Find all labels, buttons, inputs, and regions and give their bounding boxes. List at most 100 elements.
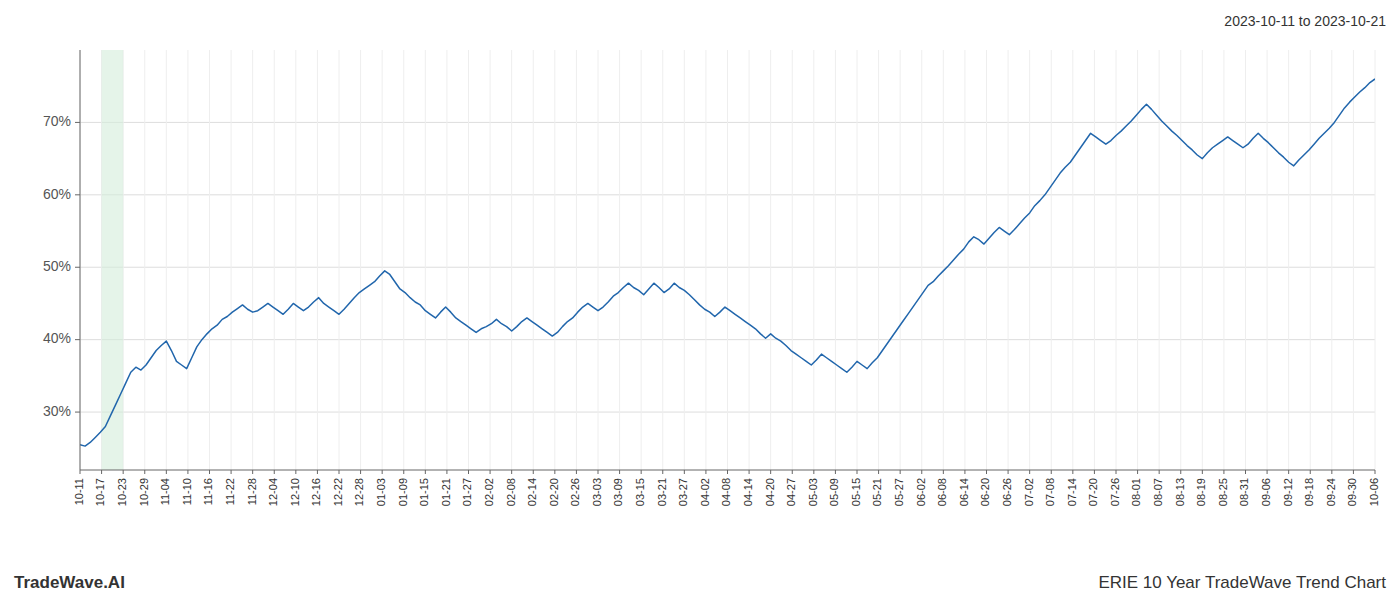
- x-tick: [274, 470, 275, 474]
- x-grid-line: [598, 50, 599, 470]
- x-tick-label: 11-10: [181, 478, 193, 505]
- x-tick-label: 03-21: [656, 478, 668, 506]
- x-tick-label: 09-30: [1346, 478, 1358, 506]
- x-grid-line: [1375, 50, 1376, 470]
- x-tick: [641, 470, 642, 474]
- x-tick-label: 06-08: [936, 478, 948, 506]
- x-tick: [1223, 470, 1224, 474]
- x-grid-line: [1094, 50, 1095, 470]
- x-tick-label: 04-02: [699, 478, 711, 506]
- chart: 30%40%50%60%70%10-1110-1710-2310-2911-04…: [0, 0, 1400, 600]
- y-tick: [75, 267, 80, 268]
- x-tick: [705, 470, 706, 474]
- x-tick-label: 06-14: [958, 478, 970, 506]
- x-tick: [1288, 470, 1289, 474]
- x-tick: [403, 470, 404, 474]
- x-grid-line: [1223, 50, 1224, 470]
- x-grid-line: [339, 50, 340, 470]
- x-tick: [770, 470, 771, 474]
- x-grid-line: [1180, 50, 1181, 470]
- plot-area: [80, 50, 1375, 470]
- x-grid-line: [1310, 50, 1311, 470]
- x-tick: [209, 470, 210, 474]
- x-grid-line: [986, 50, 987, 470]
- x-tick-label: 12-28: [353, 478, 365, 506]
- x-tick-label: 05-27: [893, 478, 905, 506]
- x-grid-line: [1353, 50, 1354, 470]
- y-tick-label: 70%: [43, 113, 71, 129]
- y-tick-label: 30%: [43, 403, 71, 419]
- x-tick-label: 12-10: [289, 478, 301, 506]
- y-tick: [75, 412, 80, 413]
- x-tick: [1094, 470, 1095, 474]
- title: ERIE 10 Year TradeWave Trend Chart: [1098, 573, 1386, 592]
- x-tick: [964, 470, 965, 474]
- x-tick: [1353, 470, 1354, 474]
- x-tick-label: 08-19: [1195, 478, 1207, 506]
- x-tick-label: 09-18: [1303, 478, 1315, 506]
- x-grid-line: [1029, 50, 1030, 470]
- x-grid-line: [274, 50, 275, 470]
- x-grid-line: [446, 50, 447, 470]
- y-tick-label: 50%: [43, 258, 71, 274]
- x-tick: [1310, 470, 1311, 474]
- x-tick-label: 12-22: [332, 478, 344, 506]
- x-grid-line: [425, 50, 426, 470]
- x-tick-label: 08-13: [1174, 478, 1186, 506]
- x-grid-line: [1051, 50, 1052, 470]
- x-tick: [857, 470, 858, 474]
- x-tick-label: 04-20: [764, 478, 776, 506]
- x-tick: [921, 470, 922, 474]
- x-tick: [80, 470, 81, 474]
- x-grid-line: [684, 50, 685, 470]
- x-tick: [813, 470, 814, 474]
- x-tick-label: 08-01: [1130, 478, 1142, 506]
- x-grid-line: [360, 50, 361, 470]
- x-tick: [662, 470, 663, 474]
- y-axis-line: [80, 50, 81, 470]
- x-tick: [835, 470, 836, 474]
- x-tick-label: 06-26: [1001, 478, 1013, 506]
- x-tick: [1202, 470, 1203, 474]
- x-tick-label: 01-03: [375, 478, 387, 506]
- x-tick-label: 01-09: [397, 478, 409, 506]
- x-tick: [1008, 470, 1009, 474]
- x-tick-label: 08-07: [1152, 478, 1164, 506]
- x-tick: [295, 470, 296, 474]
- x-tick-label: 10-06: [1368, 478, 1380, 506]
- x-grid-line: [80, 50, 81, 470]
- x-tick: [382, 470, 383, 474]
- x-grid-line: [317, 50, 318, 470]
- x-tick-label: 11-16: [202, 478, 214, 505]
- x-tick-label: 01-15: [418, 478, 430, 506]
- x-tick: [684, 470, 685, 474]
- x-grid-line: [857, 50, 858, 470]
- axes: 30%40%50%60%70%10-1110-1710-2310-2911-04…: [43, 50, 1380, 506]
- y-tick: [75, 194, 80, 195]
- x-grid-line: [770, 50, 771, 470]
- x-tick: [1029, 470, 1030, 474]
- x-grid-line: [1245, 50, 1246, 470]
- x-tick: [1051, 470, 1052, 474]
- texts: 2023-10-11 to 2023-10-21ERIE 10 Year Tra…: [14, 13, 1386, 592]
- x-tick-label: 03-03: [591, 478, 603, 506]
- x-grid-line: [792, 50, 793, 470]
- x-tick-label: 07-26: [1109, 478, 1121, 506]
- x-tick: [123, 470, 124, 474]
- x-tick-label: 03-15: [634, 478, 646, 506]
- highlight-span: [102, 50, 124, 470]
- x-grid-line: [1072, 50, 1073, 470]
- x-grid-line: [619, 50, 620, 470]
- y-tick-label: 40%: [43, 330, 71, 346]
- x-tick: [749, 470, 750, 474]
- x-grid-line: [144, 50, 145, 470]
- x-tick-label: 11-04: [159, 478, 171, 505]
- x-tick-label: 03-09: [612, 478, 624, 506]
- x-grid-line: [576, 50, 577, 470]
- x-grid-line: [554, 50, 555, 470]
- x-tick-label: 10-29: [138, 478, 150, 506]
- x-grid-line: [1288, 50, 1289, 470]
- x-tick-label: 09-12: [1282, 478, 1294, 506]
- x-grid-line: [813, 50, 814, 470]
- x-tick: [1072, 470, 1073, 474]
